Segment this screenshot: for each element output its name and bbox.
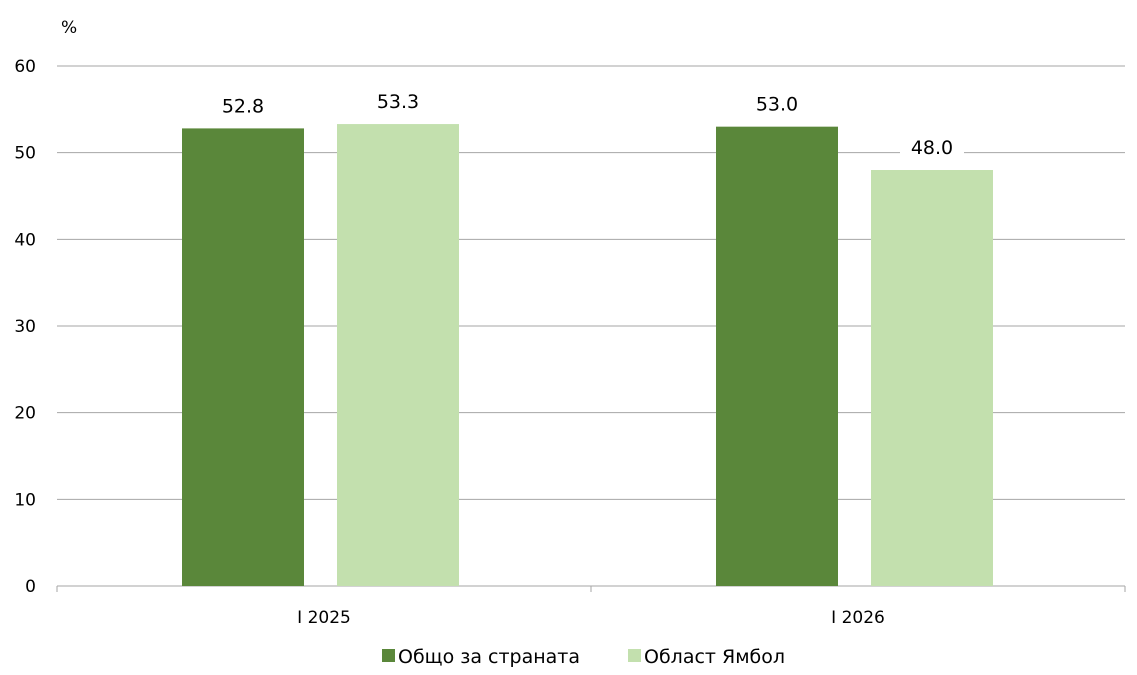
- bar: [182, 128, 304, 586]
- x-tick-label: I 2025: [297, 608, 351, 628]
- bars: [182, 124, 993, 587]
- y-tick-label: 20: [14, 404, 36, 424]
- y-tick-label: 30: [14, 317, 36, 337]
- y-tick-label: 40: [14, 230, 36, 250]
- legend-swatch: [628, 649, 641, 662]
- data-label: 52.8: [222, 95, 264, 117]
- y-tick-label: 0: [25, 577, 36, 597]
- bar: [871, 170, 993, 586]
- bar: [716, 126, 838, 587]
- y-tick-label: 60: [14, 57, 36, 77]
- x-axis-tick-labels: I 2025 I 2026: [297, 608, 885, 628]
- legend-label: Област Ямбол: [644, 646, 785, 668]
- data-label: 53.0: [756, 94, 798, 116]
- data-label-background: [366, 88, 430, 115]
- data-label: 48.0: [911, 137, 953, 159]
- y-unit-label: %: [61, 18, 77, 38]
- y-axis-tick-labels: 0 10 20 30 40 50 60: [14, 57, 36, 597]
- data-label-background: [900, 134, 964, 160]
- data-labels: 52.8 53.3 53.0 48.0: [211, 88, 964, 160]
- data-label: 53.3: [377, 91, 419, 113]
- legend-label: Общо за страната: [398, 646, 580, 668]
- y-tick-label: 10: [14, 490, 36, 510]
- data-label-background: [745, 90, 809, 117]
- legend: Общо за страната Област Ямбол: [382, 646, 785, 668]
- x-tick-label: I 2026: [831, 608, 885, 628]
- y-tick-label: 50: [14, 144, 36, 164]
- legend-swatch: [382, 649, 395, 662]
- bar: [337, 124, 459, 587]
- data-label-background: [211, 92, 275, 119]
